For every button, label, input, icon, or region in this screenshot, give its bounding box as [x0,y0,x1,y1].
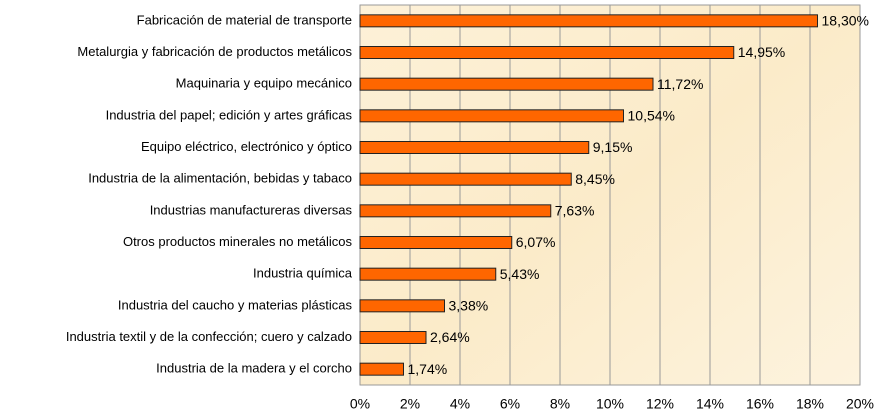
data-label: 18,30% [822,13,869,29]
y-tick-label: Otros productos minerales no metálicos [123,234,353,249]
y-tick-label: Industria química [253,266,353,281]
data-label: 2,64% [430,329,470,345]
x-tick-label: 18% [796,396,824,412]
bar [359,299,445,313]
data-label: 6,07% [516,234,556,250]
bar [359,204,552,218]
x-tick-label: 20% [846,396,874,412]
data-label: 5,43% [500,266,540,282]
bar [359,46,735,59]
x-tick-label: 8% [550,396,570,412]
y-tick-label: Equipo eléctrico, electrónico y óptico [141,139,352,154]
data-label: 3,38% [449,298,489,314]
data-label: 14,95% [738,44,785,60]
x-tick-label: 6% [500,396,520,412]
bar [359,109,624,123]
data-label: 7,63% [555,203,595,219]
y-tick-label: Metalurgia y fabricación de productos me… [77,44,352,59]
bar [359,331,427,344]
bar [359,236,513,249]
x-tick-label: 14% [696,396,724,412]
bar [359,267,497,281]
x-tick-label: 10% [596,396,624,412]
data-label: 1,74% [408,361,448,377]
x-tick-label: 12% [646,396,674,412]
y-tick-label: Industria del papel; edición y artes grá… [106,107,353,122]
y-tick-label: Industria de la madera y el corcho [156,361,352,376]
bar [359,172,572,186]
bar [359,77,654,91]
y-tick-label: Industrias manufactureras diversas [150,202,353,217]
data-label: 9,15% [593,139,633,155]
x-tick-label: 4% [450,396,470,412]
data-label: 11,72% [657,76,703,92]
plot-border [359,4,861,386]
bar [359,14,818,28]
data-label: 8,45% [575,171,615,187]
y-tick-label: Maquinaria y equipo mecánico [176,76,352,91]
y-tick-label: Fabricación de material de transporte [137,12,352,27]
x-tick-label: 0% [350,396,370,412]
x-tick-label: 2% [400,396,420,412]
y-tick-label: Industria textil y de la confección; cue… [66,329,352,344]
bar [359,141,590,154]
y-tick-label: Industria del caucho y materias plástica… [118,297,353,312]
data-label: 10,54% [628,108,675,124]
bar [359,362,404,376]
y-tick-label: Industria de la alimentación, bebidas y … [88,171,352,186]
x-tick-label: 16% [746,396,774,412]
